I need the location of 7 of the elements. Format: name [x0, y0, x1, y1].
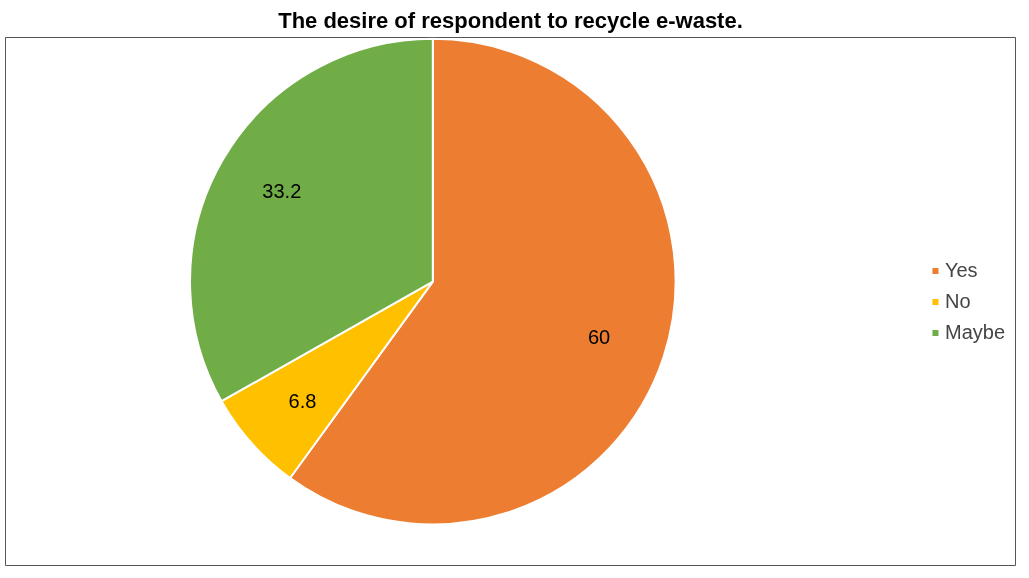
- data-label: 6.8: [288, 389, 317, 412]
- legend-label: No: [944, 289, 971, 313]
- legend-label: Yes: [944, 258, 978, 282]
- data-label: 33.2: [262, 180, 302, 203]
- chart-title: The desire of respondent to recycle e-waste.: [278, 7, 743, 33]
- data-label: 60: [587, 325, 611, 348]
- legend-label: Maybe: [944, 320, 1005, 344]
